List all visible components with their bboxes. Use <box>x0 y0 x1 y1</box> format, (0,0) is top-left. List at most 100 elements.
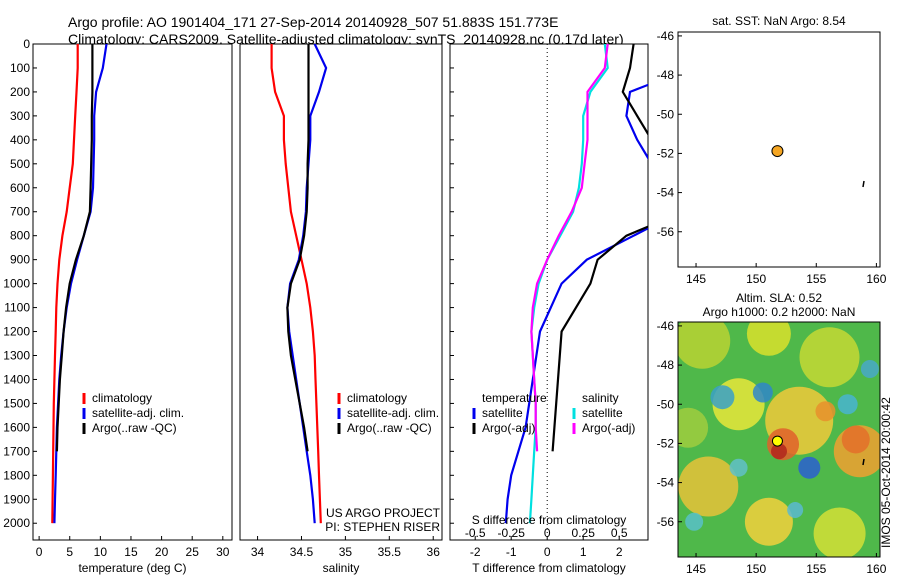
figure-title-line-2: Climatology: CARS2009. Satellite-adjuste… <box>68 31 624 47</box>
x-tick-label: 5 <box>66 545 73 559</box>
map-frame <box>677 321 881 558</box>
x-tick-label: 0 <box>36 545 43 559</box>
x-tick-label: 150 <box>746 272 766 286</box>
y-tick-label: 1900 <box>3 492 30 506</box>
heatmap-blob <box>685 512 704 531</box>
y-tick-label: -54 <box>657 186 675 200</box>
heatmap-blob <box>813 507 866 557</box>
y-tick-label: -48 <box>657 68 675 82</box>
y-tick-label: -54 <box>657 476 675 490</box>
plot-frame <box>449 43 649 541</box>
y-tick-label: 2000 <box>3 516 30 530</box>
x2-tick-label: 0.5 <box>611 526 628 540</box>
x-tick-label: 1 <box>580 545 587 559</box>
x2-tick-label: 0 <box>544 526 551 540</box>
float-position-marker <box>771 145 784 158</box>
y-tick-label: -48 <box>657 358 675 372</box>
y-tick-label: 700 <box>10 205 30 219</box>
x2-tick-label: 0.25 <box>572 526 596 540</box>
legend-label: Argo(-adj) <box>582 421 635 435</box>
x-tick-label: 15 <box>124 545 138 559</box>
figure-title-line-1: Argo profile: AO 1901404_171 27-Sep-2014… <box>68 14 559 30</box>
heatmap-blob <box>815 401 836 422</box>
heatmap-blob <box>841 425 870 454</box>
y-tick-label: 1500 <box>3 396 30 410</box>
series-line-1 <box>270 44 322 524</box>
x-tick-label: 30 <box>216 545 230 559</box>
diff-series-line-3 <box>528 44 609 524</box>
y-tick-label: 1800 <box>3 468 30 482</box>
x-tick-label: 0 <box>544 545 551 559</box>
y-tick-label: -52 <box>657 146 675 160</box>
salinity-panel: 34 34.5 35 35.5 36 salinity climatologysatelli… <box>239 43 443 575</box>
x-tick-label: 145 <box>686 272 706 286</box>
y-tick-label: 500 <box>10 157 30 171</box>
float-position-marker <box>771 435 783 447</box>
x-axis-label: temperature (deg C) <box>78 561 186 575</box>
sla-title: Altim. SLA: 0.52 <box>736 291 822 305</box>
y-tick-label: 1300 <box>3 348 30 362</box>
y-tick-label: 1700 <box>3 444 30 458</box>
temperature-panel: 0100200300400500600700800900100011001200… <box>3 37 233 575</box>
heatmap-blob <box>798 456 821 479</box>
heatmap-blob <box>787 502 804 518</box>
y-tick-label: 200 <box>10 85 30 99</box>
heatmap-blob <box>771 443 787 460</box>
heatmap-blob <box>678 407 709 448</box>
coastline-fragment <box>862 180 865 188</box>
series-line-3 <box>55 44 94 452</box>
coastline-fragment <box>862 458 865 466</box>
y-tick-label: 400 <box>10 133 30 147</box>
project-annotation: US ARGO PROJECT <box>326 506 441 520</box>
sst-title: sat. SST: NaN Argo: 8.54 <box>712 14 846 28</box>
diff-series-line-4 <box>530 44 609 452</box>
x2-tick-label: -0.25 <box>498 526 526 540</box>
sla-map-panel: 145 150 155 160 -46 -48 -50 -52 -54 -56 Altim. SLA… <box>657 291 893 576</box>
y-tick-label: 600 <box>10 181 30 195</box>
x-axis-label: T difference from climatology <box>472 561 626 575</box>
x2-tick-label: -0.5 <box>465 526 486 540</box>
y-tick-label: 100 <box>10 61 30 75</box>
y-tick-label: 1000 <box>3 277 30 291</box>
x-tick-label: 34 <box>251 545 265 559</box>
x-tick-label: 36 <box>427 545 441 559</box>
legend-label: satellite <box>582 406 623 420</box>
series-line-1 <box>51 44 79 524</box>
y-tick-label: -52 <box>657 436 675 450</box>
map-frame <box>677 31 881 268</box>
x-tick-label: 34.5 <box>290 545 314 559</box>
diff-series-line-2 <box>551 44 648 452</box>
y-tick-label: 1600 <box>3 420 30 434</box>
heatmap-blob <box>744 497 793 546</box>
x-axis-label: salinity <box>323 561 360 575</box>
y-tick-label: 800 <box>10 229 30 243</box>
y-tick-label: 1100 <box>4 301 30 315</box>
legend-label: climatology <box>92 391 152 405</box>
heatmap-blob <box>752 382 773 403</box>
legend-header-salinity: salinity <box>582 391 619 405</box>
x-tick-label: 150 <box>746 562 766 576</box>
sla-subtitle: Argo h1000: 0.2 h2000: NaN <box>703 305 856 319</box>
plot-frame <box>239 43 443 541</box>
legend-label: satellite-adj. clim. <box>92 406 184 420</box>
x-tick-label: 20 <box>155 545 169 559</box>
difference-panel: -2 -1 0 1 2 -0.5 -0.25 0 0.25 0.5 T difference fro… <box>449 43 649 575</box>
legend-label: climatology <box>347 391 407 405</box>
legend-label: satellite <box>482 406 523 420</box>
y-tick-label: -50 <box>657 397 675 411</box>
heatmap-blob <box>729 458 748 477</box>
x-tick-label: 155 <box>806 272 826 286</box>
pi-annotation: PI: STEPHEN RISER <box>325 520 440 534</box>
heatmap-blob <box>746 322 791 356</box>
x-tick-label: 155 <box>806 562 826 576</box>
legend-label: satellite-adj. clim. <box>347 406 439 420</box>
heatmap-blob <box>710 385 735 410</box>
diff-series-line-1 <box>504 83 648 524</box>
heatmap-blob <box>678 456 739 517</box>
x-tick-label: 160 <box>866 562 886 576</box>
y-tick-label: 300 <box>10 109 30 123</box>
y-tick-label: 0 <box>23 37 30 51</box>
x-tick-label: -1 <box>506 545 517 559</box>
x-tick-label: 160 <box>866 272 886 286</box>
